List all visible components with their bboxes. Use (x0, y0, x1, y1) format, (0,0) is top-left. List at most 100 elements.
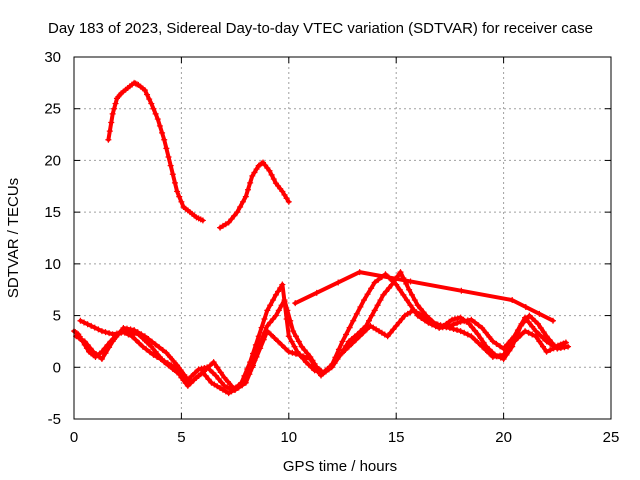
data-point (474, 331, 481, 338)
data-point (500, 356, 507, 363)
data-point (475, 322, 482, 329)
x-tick-label: 15 (388, 429, 405, 446)
data-point (469, 324, 476, 331)
y-tick-label: 20 (44, 152, 61, 169)
data-point (210, 359, 217, 366)
data-point (242, 379, 249, 386)
data-point (148, 343, 155, 350)
data-point (145, 336, 152, 343)
data-point (398, 316, 405, 323)
data-point (511, 333, 518, 340)
data-point (120, 324, 127, 331)
data-point (146, 96, 153, 103)
data-point (87, 345, 94, 352)
data-point (98, 348, 105, 355)
x-tick-label: 20 (495, 429, 512, 446)
data-point (195, 372, 202, 379)
data-point (132, 336, 139, 343)
data-point (244, 366, 251, 373)
data-point (407, 302, 414, 309)
data-point (506, 347, 513, 354)
data-point (332, 354, 339, 361)
data-point (446, 322, 453, 329)
data-point (105, 136, 112, 143)
data-point (507, 337, 514, 344)
data-point (543, 338, 550, 345)
data-point (543, 333, 550, 340)
data-point (509, 297, 516, 304)
data-point (239, 382, 246, 389)
data-point (529, 315, 536, 322)
data-point (152, 348, 159, 355)
data-point (202, 372, 209, 379)
data-point (118, 329, 125, 336)
data-point (112, 100, 119, 107)
data-point (205, 376, 212, 383)
data-point (154, 116, 161, 123)
data-point (380, 291, 387, 298)
data-point (543, 348, 550, 355)
data-point (504, 341, 511, 348)
data-point (396, 319, 403, 326)
data-point (492, 351, 499, 358)
data-point (271, 334, 278, 341)
data-point (244, 186, 251, 193)
data-point (152, 110, 159, 117)
data-point (178, 372, 185, 379)
data-point (464, 317, 471, 324)
data-point (532, 318, 539, 325)
data-point (360, 325, 367, 332)
data-point (156, 344, 163, 351)
data-point (174, 362, 181, 369)
data-point (148, 100, 155, 107)
data-point (371, 279, 378, 286)
data-point (279, 281, 286, 288)
data-point (518, 320, 525, 327)
data-point (275, 338, 282, 345)
data-point (310, 361, 317, 368)
data-point (357, 303, 364, 310)
data-point (150, 105, 157, 112)
data-point (221, 374, 228, 381)
data-point (522, 328, 529, 335)
data-point (270, 176, 277, 183)
data-point (532, 328, 539, 335)
data-point (252, 341, 259, 348)
data-point (247, 359, 254, 366)
data-point (477, 335, 484, 342)
data-point (102, 329, 109, 336)
data-point (335, 279, 342, 286)
data-point (443, 323, 450, 330)
data-point (264, 307, 271, 314)
data-point (489, 349, 496, 356)
data-point (161, 136, 168, 143)
data-point (84, 321, 91, 328)
data-point (167, 162, 174, 169)
data-point (461, 329, 468, 336)
series-lower-a (71, 297, 569, 397)
data-point (368, 312, 375, 319)
data-point (425, 319, 432, 326)
data-point (81, 319, 88, 326)
data-point (390, 326, 397, 333)
data-point (166, 353, 173, 360)
data-point (400, 291, 407, 298)
data-point (215, 376, 222, 383)
data-point (509, 343, 516, 350)
data-point (199, 369, 206, 376)
data-point (174, 369, 181, 376)
data-point (279, 188, 286, 195)
data-point (144, 91, 151, 98)
data-point (135, 331, 142, 338)
y-tick-label: 15 (44, 204, 61, 221)
data-point (493, 340, 500, 347)
data-point (393, 322, 400, 329)
data-point (480, 339, 487, 346)
data-point (454, 315, 461, 322)
y-tick-label: 25 (44, 101, 61, 118)
data-point (98, 356, 105, 363)
data-point (182, 376, 189, 383)
data-point (192, 369, 199, 376)
data-point (557, 344, 564, 351)
data-point (278, 341, 285, 348)
